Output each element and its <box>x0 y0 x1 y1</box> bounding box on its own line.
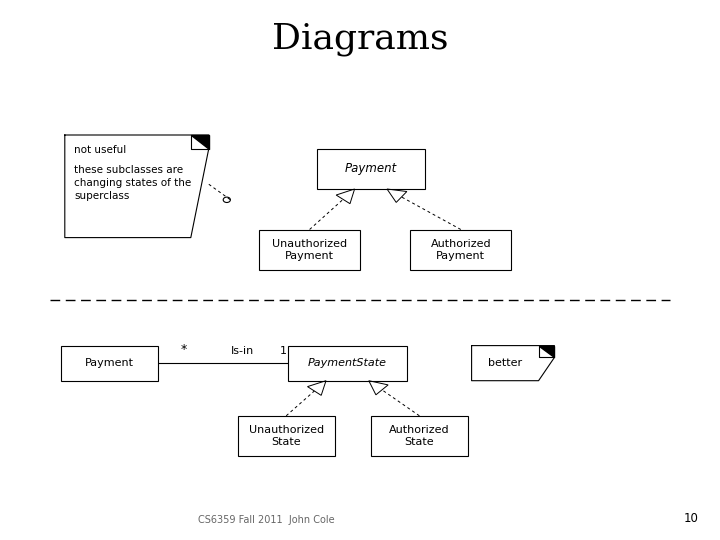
Polygon shape <box>191 135 209 148</box>
Text: Unauthorized
State: Unauthorized State <box>248 426 324 447</box>
Bar <box>410 230 511 270</box>
Text: Payment: Payment <box>85 358 135 368</box>
Text: Unauthorized
Payment: Unauthorized Payment <box>272 239 347 261</box>
Polygon shape <box>65 135 209 238</box>
Text: Payment: Payment <box>345 162 397 176</box>
Polygon shape <box>472 346 554 381</box>
Text: not useful: not useful <box>74 145 127 155</box>
Polygon shape <box>539 346 554 357</box>
Bar <box>259 230 360 270</box>
Bar <box>317 148 425 189</box>
Text: *: * <box>181 343 186 356</box>
Text: 10: 10 <box>683 512 698 525</box>
Bar <box>288 346 407 381</box>
Text: Diagrams: Diagrams <box>271 22 449 56</box>
Text: Authorized
Payment: Authorized Payment <box>431 239 491 261</box>
Bar <box>61 346 158 381</box>
Text: CS6359 Fall 2011  John Cole: CS6359 Fall 2011 John Cole <box>198 515 335 525</box>
Text: better: better <box>487 358 522 368</box>
Text: 1: 1 <box>279 346 287 356</box>
Text: Is-in: Is-in <box>231 346 254 356</box>
Text: Authorized
State: Authorized State <box>389 426 450 447</box>
Text: these subclasses are
changing states of the
superclass: these subclasses are changing states of … <box>74 165 192 201</box>
Bar <box>371 416 468 456</box>
Bar <box>238 416 335 456</box>
Text: PaymentState: PaymentState <box>308 358 387 368</box>
